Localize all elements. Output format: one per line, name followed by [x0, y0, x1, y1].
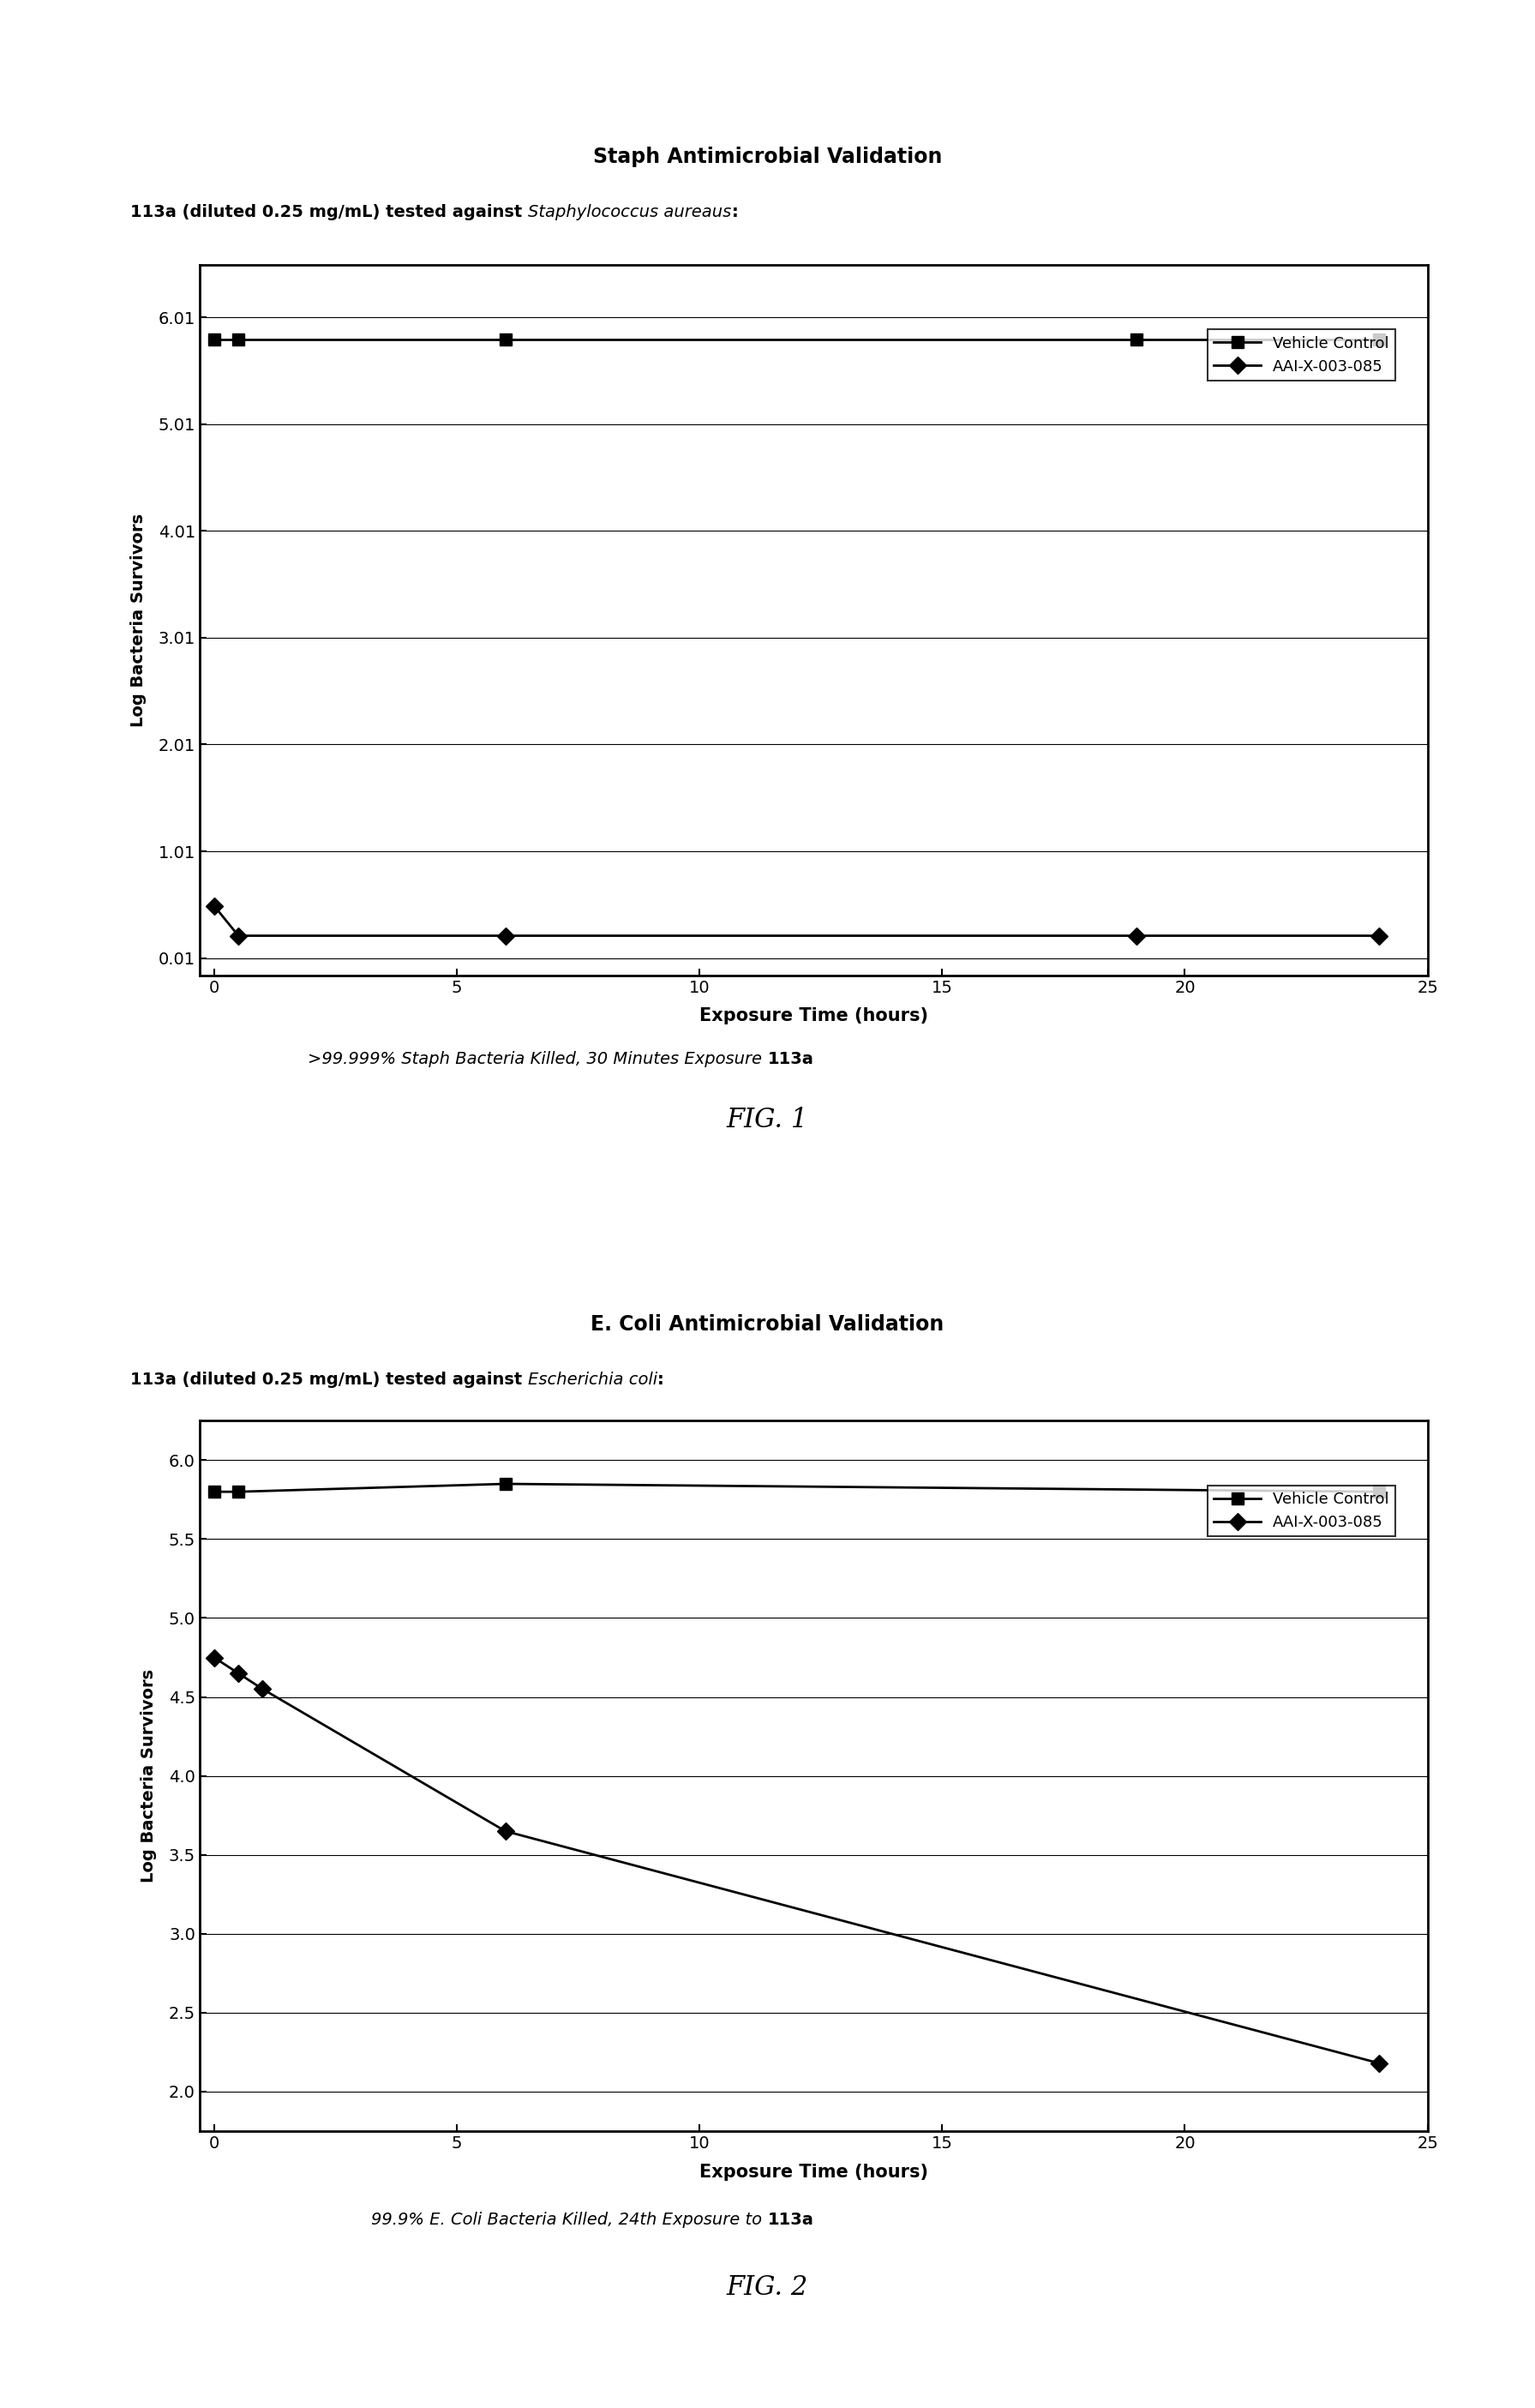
Vehicle Control [229, 1479, 247, 1507]
Vehicle Control [496, 1469, 514, 1498]
Text: 113a: 113a [768, 2213, 814, 2227]
Text: 113a (diluted 0.25 mg/mL) tested against: 113a (diluted 0.25 mg/mL) tested against [130, 1373, 528, 1387]
AAI-X-003-085 [253, 1674, 272, 1702]
AAI-X-003-085 [1127, 922, 1145, 951]
Line: Vehicle Control: Vehicle Control [209, 335, 1385, 347]
AAI-X-003-085 [1369, 922, 1388, 951]
Text: :: : [732, 205, 738, 219]
Text: E. Coli Antimicrobial Validation: E. Coli Antimicrobial Validation [591, 1315, 944, 1334]
Text: 99.9% E. Coli Bacteria Killed, 24th Exposure to: 99.9% E. Coli Bacteria Killed, 24th Expo… [371, 2213, 768, 2227]
Text: Staph Antimicrobial Validation: Staph Antimicrobial Validation [593, 147, 942, 166]
Vehicle Control [1127, 325, 1145, 354]
AAI-X-003-085 [496, 922, 514, 951]
Vehicle Control [1369, 1479, 1388, 1507]
Text: Staphylococcus aureaus: Staphylococcus aureaus [528, 205, 732, 219]
Vehicle Control [204, 1479, 223, 1507]
X-axis label: Exposure Time (hours): Exposure Time (hours) [698, 1007, 929, 1026]
Text: >99.999% Staph Bacteria Killed, 30 Minutes Exposure: >99.999% Staph Bacteria Killed, 30 Minut… [309, 1052, 768, 1067]
Text: FIG. 2: FIG. 2 [726, 2273, 809, 2302]
Vehicle Control [496, 325, 514, 354]
AAI-X-003-085 [229, 1659, 247, 1688]
X-axis label: Exposure Time (hours): Exposure Time (hours) [698, 2162, 929, 2182]
Legend: Vehicle Control, AAI-X-003-085: Vehicle Control, AAI-X-003-085 [1208, 1486, 1395, 1536]
AAI-X-003-085 [204, 1642, 223, 1671]
Text: FIG. 1: FIG. 1 [726, 1105, 809, 1134]
Text: 113a: 113a [768, 1052, 814, 1067]
Y-axis label: Log Bacteria Survivors: Log Bacteria Survivors [140, 1669, 157, 1883]
AAI-X-003-085 [1369, 2049, 1388, 2078]
Y-axis label: Log Bacteria Survivors: Log Bacteria Survivors [130, 513, 146, 727]
Line: AAI-X-003-085: AAI-X-003-085 [209, 901, 1385, 942]
Text: :: : [657, 1373, 665, 1387]
Legend: Vehicle Control, AAI-X-003-085: Vehicle Control, AAI-X-003-085 [1208, 330, 1395, 380]
Text: 113a (diluted 0.25 mg/mL) tested against: 113a (diluted 0.25 mg/mL) tested against [130, 205, 528, 219]
AAI-X-003-085 [229, 922, 247, 951]
Text: Escherichia coli: Escherichia coli [528, 1373, 657, 1387]
Line: Vehicle Control: Vehicle Control [209, 1479, 1385, 1498]
Vehicle Control [204, 325, 223, 354]
Line: AAI-X-003-085: AAI-X-003-085 [209, 1652, 1385, 2068]
Vehicle Control [1369, 325, 1388, 354]
AAI-X-003-085 [204, 891, 223, 920]
Vehicle Control [229, 325, 247, 354]
AAI-X-003-085 [496, 1816, 514, 1845]
